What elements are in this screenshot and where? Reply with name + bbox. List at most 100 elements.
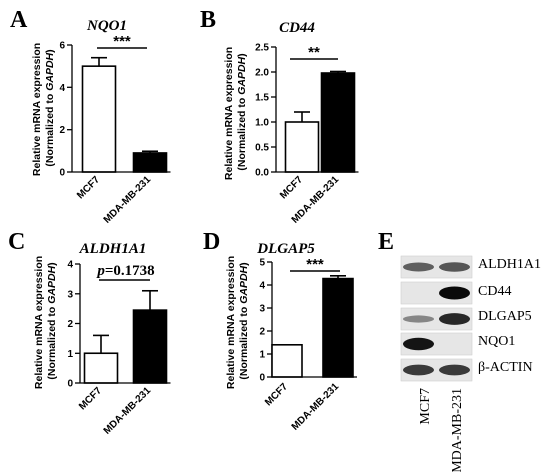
y-axis-label-b: Relative mRNA expression (Normalized to …	[223, 44, 248, 180]
y-axis-label-gene: GAPDH	[46, 265, 58, 303]
significance-bracket-a: ***	[97, 33, 147, 50]
y-tick-label: 0	[59, 168, 65, 179]
bar-mcf7	[81, 65, 117, 173]
blot-row-label: CD44	[478, 284, 511, 299]
blot-lane-label: MCF7	[418, 388, 433, 425]
blot-band	[439, 313, 470, 325]
significance-bracket-c: p=0.1738	[95, 263, 155, 281]
y-tick-label: 2	[259, 327, 265, 338]
bar-mda-mb-231	[132, 309, 168, 384]
y-axis-label-line2-prefix: (Normalized to	[238, 304, 250, 380]
y-axis-a: 0 2 4 6	[59, 41, 73, 179]
x-tick-label: MCF7	[263, 381, 290, 408]
panel-b: B CD44 Relative mRNA expression (Normali…	[200, 7, 359, 226]
bars-cd44	[276, 70, 359, 173]
p-symbol: p	[95, 263, 105, 279]
blot-strip	[400, 255, 473, 279]
blot-lane-label: MDA-MB-231	[450, 388, 465, 472]
y-axis-label-c: Relative mRNA expression (Normalized to …	[33, 253, 58, 389]
y-axis-label-line2-suffix: )	[44, 49, 56, 53]
chart-title-nqo1: NQO1	[86, 18, 127, 34]
chart-title-aldh1a1: ALDH1A1	[79, 241, 147, 257]
y-tick-label: 3	[67, 289, 73, 300]
y-tick-label: 1.5	[255, 93, 269, 104]
panel-d: D DLGAP5 Relative mRNA expression (Norma…	[203, 229, 357, 433]
y-axis-label-gene: GAPDH	[236, 56, 248, 94]
y-tick-label: 4	[59, 83, 65, 94]
blot-row-label: β-ACTIN	[478, 360, 533, 375]
panel-letter-a: A	[10, 7, 28, 33]
bar-mda-mb-231	[132, 152, 168, 173]
chart-title-cd44: CD44	[279, 20, 315, 36]
y-axis-label-line2-prefix: (Normalized to	[236, 95, 248, 171]
y-axis-b: 0.0 0.5 1.0 1.5 2.0 2.5	[255, 43, 277, 179]
panel-e: E ALDH1A1 CD44 DLGAP5 NQO1 β-ACTIN MCF7 …	[378, 229, 541, 472]
y-tick-label: 6	[59, 41, 65, 52]
blot-row-label: DLGAP5	[478, 309, 532, 324]
blot-band	[403, 364, 434, 376]
y-tick-label: 1	[67, 349, 73, 360]
x-tick-label: MCF7	[77, 385, 104, 412]
chart-title-dlgap5: DLGAP5	[256, 241, 315, 257]
blot-band	[403, 262, 434, 272]
x-tick-label: MDA-MB-231	[102, 385, 154, 437]
y-axis-label-line1: Relative mRNA expression	[31, 43, 43, 176]
blot-band	[439, 262, 470, 272]
bar-mcf7	[271, 343, 303, 378]
bars-aldh1a1	[80, 289, 171, 384]
y-tick-label: 5	[259, 258, 265, 269]
x-tick-label: MCF7	[75, 174, 102, 201]
significance-stars: ***	[113, 33, 131, 50]
y-tick-label: 4	[67, 260, 73, 271]
p-value: =0.1738	[105, 263, 155, 279]
significance-bracket-d: ***	[290, 256, 340, 273]
y-tick-label: 2.0	[255, 68, 269, 79]
bar-mcf7	[83, 352, 119, 384]
y-tick-label: 2.5	[255, 43, 269, 54]
panel-letter-d: D	[203, 229, 220, 255]
y-axis-label-line1: Relative mRNA expression	[223, 47, 235, 180]
y-tick-label: 2	[59, 125, 65, 136]
y-axis-label-line2-suffix: )	[238, 262, 250, 266]
blot-strip	[400, 358, 473, 382]
panel-letter-b: B	[200, 7, 216, 33]
y-axis-label-line1: Relative mRNA expression	[225, 256, 237, 389]
y-tick-label: 3	[259, 304, 265, 315]
y-tick-label: 4	[259, 281, 265, 292]
bars-nqo1	[72, 56, 171, 173]
blot-row-label: ALDH1A1	[478, 257, 541, 272]
y-axis-label-gene: GAPDH	[238, 265, 250, 303]
y-tick-label: 0	[259, 373, 265, 384]
y-tick-label: 0	[67, 379, 73, 390]
panel-c: C ALDH1A1 Relative mRNA expression (Norm…	[8, 229, 171, 437]
y-axis-label-line2-suffix: )	[46, 262, 58, 266]
y-axis-d: 0 1 2 3 4 5	[259, 258, 273, 384]
bar-mcf7	[284, 121, 320, 173]
y-tick-label: 1	[259, 350, 265, 361]
significance-pvalue: p=0.1738	[95, 263, 154, 279]
y-axis-label-line2-prefix: (Normalized to	[46, 304, 58, 380]
y-tick-label: 1.0	[255, 118, 269, 129]
y-axis-c: 0 1 2 3 4	[67, 260, 81, 390]
blot-band	[403, 315, 434, 323]
y-axis-label-line2-suffix: )	[236, 53, 248, 57]
y-tick-label: 0.0	[255, 168, 269, 179]
significance-stars: **	[308, 44, 320, 61]
bar-mda-mb-231	[322, 277, 354, 378]
blot-row-label: NQO1	[478, 334, 515, 349]
blot-band	[439, 364, 470, 376]
bars-dlgap5	[271, 274, 357, 378]
y-axis-label-gene: GAPDH	[44, 52, 56, 90]
blot-band	[403, 337, 434, 351]
panel-letter-c: C	[8, 229, 25, 255]
y-tick-label: 2	[67, 319, 73, 330]
significance-stars: ***	[306, 256, 324, 273]
significance-bracket-b: **	[290, 44, 338, 61]
bar-mda-mb-231	[320, 72, 356, 173]
y-tick-label: 0.5	[255, 143, 269, 154]
y-axis-label-d: Relative mRNA expression (Normalized to …	[225, 253, 250, 389]
y-axis-label-line1: Relative mRNA expression	[33, 256, 45, 389]
y-axis-label-a: Relative mRNA expression (Normalized to …	[31, 40, 56, 176]
x-tick-label: MCF7	[278, 174, 305, 201]
